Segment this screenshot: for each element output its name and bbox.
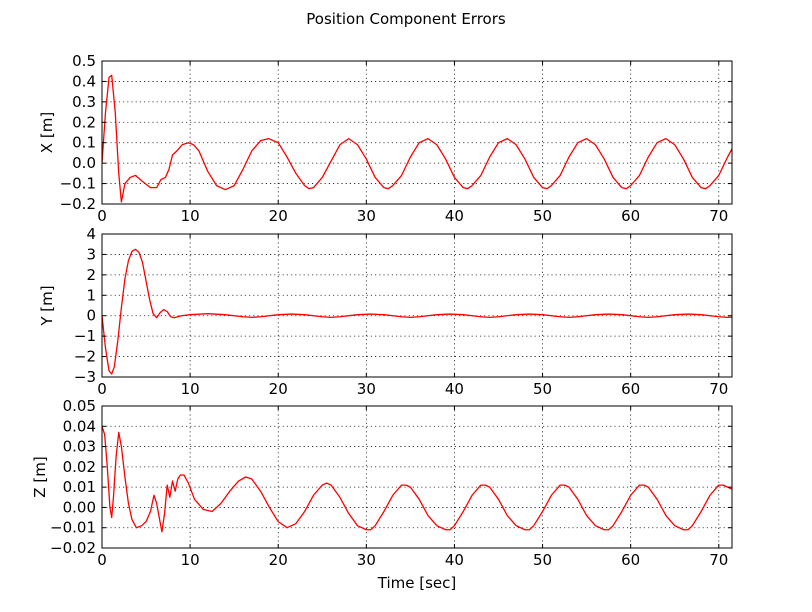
- axes-frame-x: [101, 60, 733, 205]
- x-tick-label: 50: [533, 380, 552, 398]
- y-tick-label: −3: [74, 368, 96, 386]
- axes-frame-y: [101, 233, 733, 378]
- y-tick-label: −2: [74, 348, 96, 366]
- y-tick-label: 2: [86, 266, 96, 284]
- x-tick-label: 70: [709, 551, 728, 569]
- y-tick-label: 0.0: [72, 154, 96, 172]
- y-axis-label-x: X [m]: [38, 112, 56, 153]
- y-tick-label: 3: [86, 245, 96, 263]
- axes-y: 0 10 20 30 40 50 60 70 −3 −2 −1 0 1 2 3 4 Y [m]: [38, 225, 733, 398]
- x-axis-label: Time [sec]: [377, 574, 456, 592]
- series-line-z: [102, 426, 732, 533]
- y-tick-label: 1: [86, 286, 96, 304]
- figure-title: Position Component Errors: [306, 10, 506, 28]
- axes-root: 0 10 20 30 40 50 60 70−0.2−0.10.00.10.20.30.40.…: [31, 52, 733, 592]
- series-line-x: [102, 74, 732, 203]
- y-tick-label: 0.4: [72, 72, 96, 90]
- y-tick-label: 0.02: [63, 458, 96, 476]
- x-tick-label: 40: [445, 207, 464, 225]
- y-tick-label: 4: [86, 225, 96, 243]
- y-tick-label: −0.1: [60, 175, 96, 193]
- x-tick-label: 10: [181, 380, 200, 398]
- x-tick-label: 10: [181, 207, 200, 225]
- axes-z: 0 10 20 30 40 50 60 70 −0.02 −0.01 0.00 0.01 0.02 0.0…: [31, 397, 733, 592]
- axes-frame-z: [101, 405, 733, 549]
- x-tick-label: 60: [621, 207, 640, 225]
- y-axis-label-y: Y [m]: [38, 285, 56, 326]
- y-tick-label: 0.03: [63, 438, 96, 456]
- axes-x: 0 10 20 30 40 50 60 70 −0.2 −0.1 0.0 0.1 0.2 0.3 0.4 0.…: [38, 52, 733, 225]
- y-tick-label: 0.5: [72, 52, 96, 70]
- y-tick-label: 0.2: [72, 113, 96, 131]
- x-tick-label: 30: [357, 551, 376, 569]
- x-tick-label: 30: [357, 207, 376, 225]
- y-tick-label: −0.01: [50, 519, 96, 537]
- x-tick-label: 0: [97, 207, 107, 225]
- y-tick-label: 0: [86, 307, 96, 325]
- x-tick-label: 60: [621, 380, 640, 398]
- y-tick-label: 0.1: [72, 134, 96, 152]
- series-line-y: [102, 248, 732, 375]
- y-tick-label: 0.01: [63, 478, 96, 496]
- x-tick-label: 40: [445, 551, 464, 569]
- x-tick-label: 70: [709, 207, 728, 225]
- x-tick-label: 20: [269, 551, 288, 569]
- x-tick-label: 10: [181, 551, 200, 569]
- x-tick-label: 50: [533, 207, 552, 225]
- y-tick-label: 0.3: [72, 93, 96, 111]
- y-tick-label: −1: [74, 327, 96, 345]
- x-tick-label: 70: [709, 380, 728, 398]
- x-tick-label: 50: [533, 551, 552, 569]
- x-tick-label: 0: [97, 380, 107, 398]
- y-tick-label: 0.05: [63, 397, 96, 415]
- x-tick-label: 0: [97, 551, 107, 569]
- x-tick-label: 40: [445, 380, 464, 398]
- x-tick-label: 20: [269, 380, 288, 398]
- y-tick-label: −0.2: [60, 195, 96, 213]
- x-tick-label: 60: [621, 551, 640, 569]
- y-axis-label-z: Z [m]: [31, 456, 49, 497]
- y-tick-label: −0.02: [50, 539, 96, 557]
- y-tick-label: 0.04: [63, 417, 96, 435]
- x-tick-label: 30: [357, 380, 376, 398]
- y-tick-label: 0.00: [63, 498, 96, 516]
- x-tick-label: 20: [269, 207, 288, 225]
